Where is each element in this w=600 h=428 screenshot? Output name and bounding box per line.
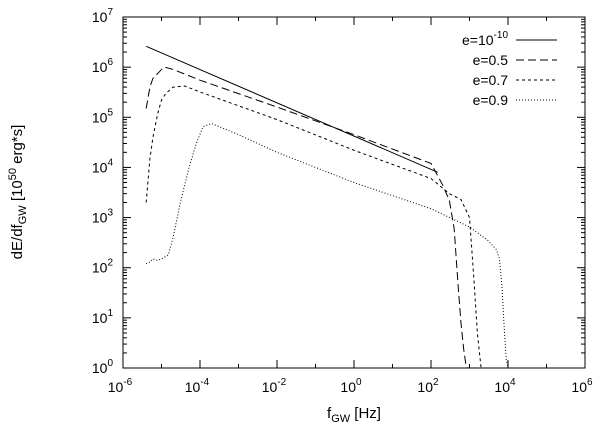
legend-label-1-base: e=10 — [462, 32, 494, 48]
y-tick-label: 100 — [92, 358, 114, 376]
x-tick-label-exponent: -2 — [277, 377, 286, 388]
x-tick-label: 10-6 — [108, 377, 133, 395]
legend-label-2: e=0.5 — [473, 52, 509, 68]
series-line-1 — [145, 45, 438, 173]
legend: e=10-10 e=0.5 e=0.7 e=0.9 — [462, 30, 557, 108]
y-tick-label: 105 — [92, 107, 114, 125]
y-axis-title: dE/dfGW [1050 erg*s] — [7, 125, 29, 260]
x-tick-label-exponent: 2 — [433, 377, 439, 388]
y-tick-label-base: 10 — [92, 310, 108, 326]
x-tick-label-base: 10 — [340, 379, 356, 395]
legend-label-3: e=0.7 — [473, 72, 509, 88]
x-tick-label-exponent: -4 — [200, 377, 209, 388]
x-tick-label-base: 10 — [108, 379, 124, 395]
y-tick-label-base: 10 — [92, 9, 108, 25]
series-line-4 — [145, 123, 509, 369]
x-tick-label: 106 — [571, 377, 593, 395]
y-tick-label: 102 — [92, 258, 114, 276]
y-tick-label-exponent: 7 — [107, 7, 113, 18]
y-tick-label: 106 — [92, 57, 114, 75]
legend-label-4: e=0.9 — [473, 92, 509, 108]
series-group — [145, 45, 509, 369]
x-tick-label-base: 10 — [571, 379, 587, 395]
y-tick-label: 104 — [92, 157, 114, 175]
x-tick-label: 102 — [417, 377, 439, 395]
x-tick-label: 10-2 — [262, 377, 287, 395]
y-tick-label-exponent: 6 — [107, 57, 113, 68]
x-tick-label: 10-4 — [185, 377, 210, 395]
series-line-3 — [145, 85, 482, 369]
y-tick-label-exponent: 3 — [107, 208, 113, 219]
y-tick-label-base: 10 — [92, 159, 108, 175]
y-tick-label-exponent: 2 — [107, 258, 113, 269]
y-tick-label: 103 — [92, 208, 114, 226]
x-tick-label: 100 — [340, 377, 362, 395]
series-line-2 — [145, 66, 469, 369]
x-tick-label-exponent: 6 — [587, 377, 593, 388]
y-tick-label-base: 10 — [92, 109, 108, 125]
legend-label-2-base: e=0.5 — [473, 52, 509, 68]
x-tick-label-base: 10 — [185, 379, 201, 395]
x-tick-label-base: 10 — [417, 379, 433, 395]
y-tick-label: 101 — [92, 308, 114, 326]
y-tick-label-exponent: 0 — [107, 358, 113, 369]
y-tick-label-base: 10 — [92, 210, 108, 226]
y-tick-label-base: 10 — [92, 260, 108, 276]
plot-frame — [122, 16, 586, 369]
y-tick-label-exponent: 5 — [107, 107, 113, 118]
x-tick-label: 104 — [494, 377, 516, 395]
x-tick-label-exponent: 4 — [510, 377, 516, 388]
x-tick-label-base: 10 — [262, 379, 278, 395]
tick-labels: 10-6 10-4 10-2 100 102 104 1061001011021031041… — [92, 7, 593, 395]
x-tick-label-exponent: -6 — [123, 377, 132, 388]
y-tick-label-base: 10 — [92, 360, 108, 376]
x-tick-label-exponent: 0 — [356, 377, 362, 388]
y-tick-label-exponent: 4 — [107, 157, 113, 168]
legend-label-3-base: e=0.7 — [473, 72, 509, 88]
legend-label-4-base: e=0.9 — [473, 92, 509, 108]
x-tick-label-base: 10 — [494, 379, 510, 395]
y-tick-label-base: 10 — [92, 59, 108, 75]
x-axis-title: fGW [Hz] — [327, 405, 381, 425]
axis-ticks — [122, 16, 586, 369]
y-tick-label-exponent: 1 — [107, 308, 113, 319]
legend-label-1: e=10-10 — [462, 30, 508, 48]
y-tick-label: 107 — [92, 7, 114, 25]
legend-label-1-exponent: -10 — [494, 30, 509, 41]
